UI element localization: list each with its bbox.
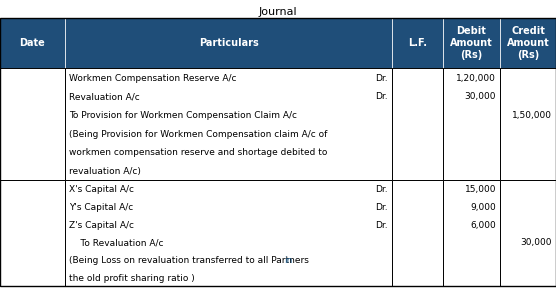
Text: Dr.: Dr. [375, 220, 388, 230]
Bar [443, 68, 500, 180]
Bar [443, 180, 500, 286]
Text: Y's Capital A/c: Y's Capital A/c [69, 203, 133, 212]
Text: Workmen Compensation Reserve A/c: Workmen Compensation Reserve A/c [69, 74, 236, 83]
Bar [0, 18, 65, 68]
Text: (Being Loss on revaluation transferred to all Partners: (Being Loss on revaluation transferred t… [69, 256, 312, 265]
Bar [500, 18, 556, 68]
Text: workmen compensation reserve and shortage debited to: workmen compensation reserve and shortag… [69, 148, 327, 157]
Text: 1,50,000: 1,50,000 [512, 111, 552, 120]
Text: Dr.: Dr. [375, 74, 388, 83]
Text: 9,000: 9,000 [470, 203, 496, 212]
Bar [500, 68, 556, 180]
Text: Z's Capital A/c: Z's Capital A/c [69, 220, 134, 230]
Text: Credit
Amount
(Rs): Credit Amount (Rs) [507, 26, 549, 60]
Text: Debit
Amount
(Rs): Debit Amount (Rs) [450, 26, 493, 60]
Text: 30,000: 30,000 [520, 238, 552, 247]
Text: the old profit sharing ratio ): the old profit sharing ratio ) [69, 274, 195, 283]
Text: in: in [284, 256, 292, 265]
Bar [392, 180, 443, 286]
Text: 15,000: 15,000 [464, 185, 496, 194]
Bar [65, 68, 392, 180]
Text: Dr.: Dr. [375, 203, 388, 212]
Text: Dr.: Dr. [375, 185, 388, 194]
Bar [500, 180, 556, 286]
Bar [0, 68, 65, 180]
Bar [392, 18, 443, 68]
Text: Revaluation A/c: Revaluation A/c [69, 93, 140, 101]
Text: Date: Date [19, 38, 46, 48]
Text: 30,000: 30,000 [464, 93, 496, 101]
Bar [392, 68, 443, 180]
Text: X's Capital A/c: X's Capital A/c [69, 185, 134, 194]
Bar [443, 18, 500, 68]
Text: Particulars: Particulars [198, 38, 259, 48]
Text: L.F.: L.F. [408, 38, 427, 48]
Text: Dr.: Dr. [375, 93, 388, 101]
Text: 6,000: 6,000 [470, 220, 496, 230]
Text: To Provision for Workmen Compensation Claim A/c: To Provision for Workmen Compensation Cl… [69, 111, 297, 120]
Bar [65, 18, 392, 68]
Bar [65, 180, 392, 286]
Text: revaluation A/c): revaluation A/c) [69, 167, 141, 176]
Text: 1,20,000: 1,20,000 [456, 74, 496, 83]
Text: Journal: Journal [259, 7, 297, 17]
Text: To Revaluation A/c: To Revaluation A/c [69, 238, 163, 247]
Bar [0, 180, 65, 286]
Text: (Being Provision for Workmen Compensation claim A/c of: (Being Provision for Workmen Compensatio… [69, 130, 327, 139]
